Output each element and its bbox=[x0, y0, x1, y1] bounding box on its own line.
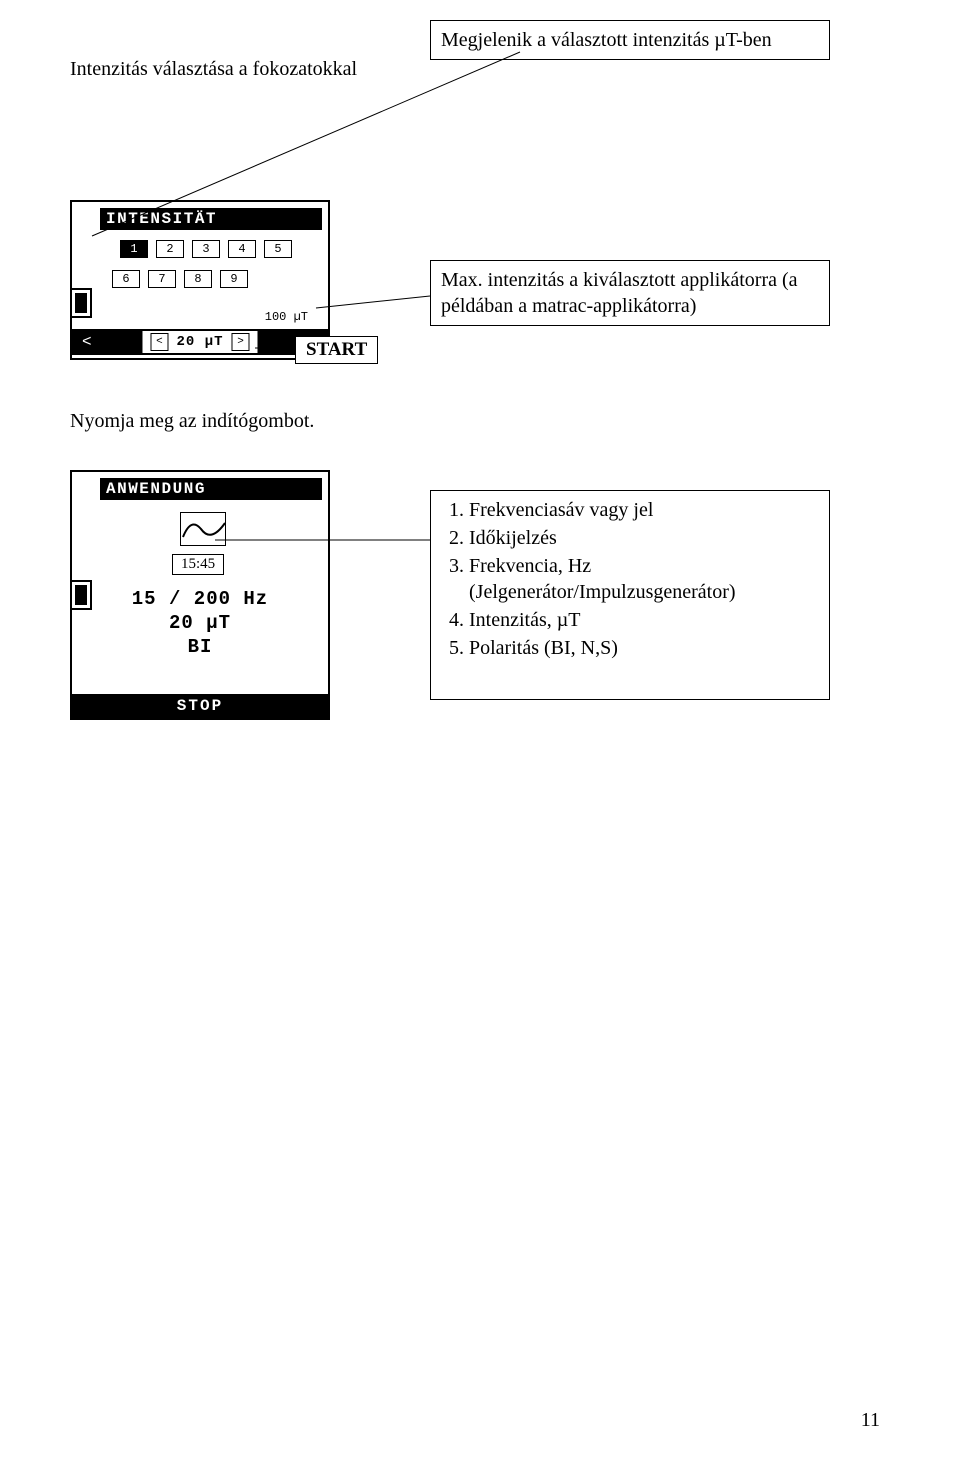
lcd-bottom-bar: < < 20 µT > bbox=[72, 329, 328, 355]
step-7[interactable]: 7 bbox=[148, 270, 176, 288]
step-9[interactable]: 9 bbox=[220, 270, 248, 288]
callout-intensity-display: Megjelenik a választott intenzitás µT-be… bbox=[430, 20, 830, 60]
current-intensity-value: 20 µT bbox=[172, 334, 227, 350]
step-8[interactable]: 8 bbox=[184, 270, 212, 288]
step-1[interactable]: 1 bbox=[120, 240, 148, 258]
lcd-intensity-screen: INTENSITÄT 1 2 3 4 5 6 7 8 9 100 µT < < … bbox=[70, 200, 330, 360]
lcd-title: INTENSITÄT bbox=[100, 208, 322, 230]
legend-item-1: Frekvenciasáv vagy jel bbox=[469, 497, 819, 523]
legend-item-2: Időkijelzés bbox=[469, 525, 819, 551]
step-3[interactable]: 3 bbox=[192, 240, 220, 258]
increase-button[interactable]: > bbox=[232, 333, 250, 351]
time-display: 15:45 bbox=[172, 554, 224, 575]
intensity-readout: 20 µT bbox=[72, 612, 328, 634]
step-2[interactable]: 2 bbox=[156, 240, 184, 258]
intensity-steps-row1: 1 2 3 4 5 bbox=[120, 240, 300, 258]
step-5[interactable]: 5 bbox=[264, 240, 292, 258]
port-indicator bbox=[70, 288, 92, 318]
caption-press-start: Nyomja meg az indítógombot. bbox=[70, 410, 314, 433]
polarity-readout: BI bbox=[72, 636, 328, 658]
stop-button[interactable]: STOP bbox=[72, 694, 328, 718]
callout-max-intensity: Max. intenzitás a kiválasztott applikáto… bbox=[430, 260, 830, 326]
waveform-icon bbox=[180, 512, 226, 546]
legend-item-4: Intenzitás, µT bbox=[469, 607, 819, 633]
start-label: START bbox=[295, 336, 378, 364]
decrease-button[interactable]: < bbox=[150, 333, 168, 351]
caption-intensity-select: Intenzitás választása a fokozatokkal bbox=[70, 58, 357, 81]
intensity-stepper: < 20 µT > bbox=[142, 331, 257, 353]
frequency-readout: 15 / 200 Hz bbox=[72, 588, 328, 610]
step-4[interactable]: 4 bbox=[228, 240, 256, 258]
intensity-steps-row2: 6 7 8 9 bbox=[112, 270, 256, 288]
max-intensity-value: 100 µT bbox=[265, 310, 308, 324]
lcd-title-2: ANWENDUNG bbox=[100, 478, 322, 500]
lcd-application-screen: ANWENDUNG 15:45 15 / 200 Hz 20 µT BI STO… bbox=[70, 470, 330, 720]
legend-item-3: Frekvencia, Hz (Jelgenerátor/Impulzusgen… bbox=[469, 553, 819, 605]
nav-left-icon[interactable]: < bbox=[72, 333, 102, 351]
step-6[interactable]: 6 bbox=[112, 270, 140, 288]
callout-legend: Frekvenciasáv vagy jel Időkijelzés Frekv… bbox=[430, 490, 830, 700]
page-number: 11 bbox=[861, 1409, 880, 1432]
legend-item-5: Polaritás (BI, N,S) bbox=[469, 635, 819, 661]
